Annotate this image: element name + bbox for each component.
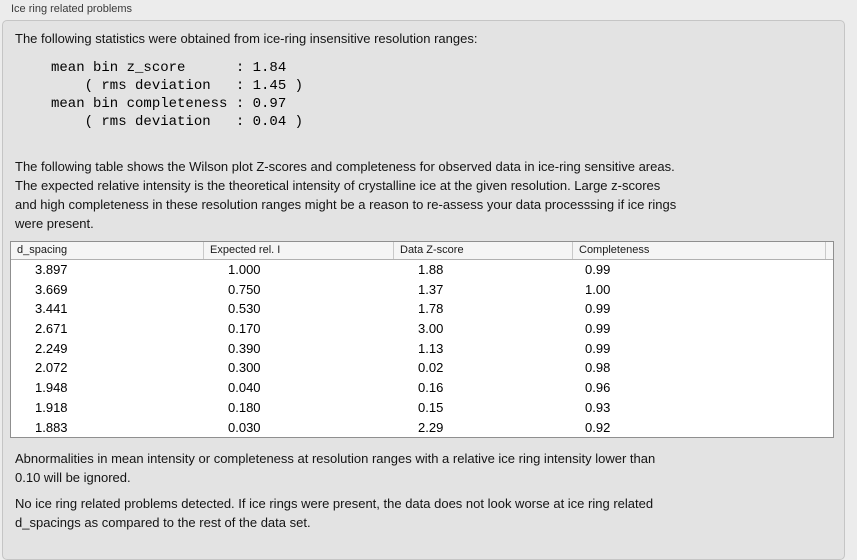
table-cell: 0.96 bbox=[585, 380, 611, 396]
conclusion-line: d_spacings as compared to the rest of th… bbox=[15, 515, 311, 530]
table-cell: 1.00 bbox=[585, 281, 611, 297]
table-cell: 0.99 bbox=[585, 262, 611, 277]
conclusion-line: No ice ring related problems detected. I… bbox=[15, 496, 654, 511]
table-cell: 2.29 bbox=[418, 419, 444, 435]
stats-line: mean bin completeness : 0.97 bbox=[51, 96, 287, 112]
table-cell: 0.530 bbox=[228, 301, 261, 317]
table-cell: 0.030 bbox=[228, 419, 261, 435]
table-cell: 1.78 bbox=[418, 301, 444, 317]
stats-intro-text: The following statistics were obtained f… bbox=[15, 31, 478, 46]
table-cell: 0.750 bbox=[228, 281, 261, 297]
table-cell: 0.15 bbox=[418, 399, 444, 415]
table-row[interactable]: 3.441 0.530 1.78 0.99 bbox=[11, 299, 833, 320]
ice-ring-groupbox: The following statistics were obtained f… bbox=[2, 20, 845, 560]
column-header-expected-rel-i[interactable]: Expected rel. I bbox=[204, 242, 394, 259]
table-cell: 3.897 bbox=[35, 262, 68, 277]
table-cell: 1.918 bbox=[35, 399, 68, 415]
column-header-filler bbox=[826, 242, 833, 259]
table-cell: 3.441 bbox=[35, 301, 68, 317]
table-row[interactable]: 2.249 0.390 1.13 0.99 bbox=[11, 338, 833, 359]
table-cell: 1.37 bbox=[418, 281, 444, 297]
table-row[interactable]: 3.897 1.000 1.88 0.99 bbox=[11, 260, 833, 280]
table-row[interactable]: 2.072 0.300 0.02 0.98 bbox=[11, 358, 833, 379]
table-cell: 0.300 bbox=[228, 360, 261, 376]
table-cell: 2.072 bbox=[35, 360, 68, 376]
column-header-data-z-score[interactable]: Data Z-score bbox=[394, 242, 573, 259]
table-cell: 1.88 bbox=[418, 262, 444, 277]
ignore-rule-text: Abnormalities in mean intensity or compl… bbox=[15, 449, 655, 487]
ice-ring-table: d_spacing Expected rel. I Data Z-score C… bbox=[10, 241, 834, 439]
table-cell: 3.669 bbox=[35, 281, 68, 297]
table-row[interactable]: 1.918 0.180 0.15 0.93 bbox=[11, 397, 833, 418]
table-cell: 0.99 bbox=[585, 340, 611, 356]
table-intro-text: The following table shows the Wilson plo… bbox=[15, 157, 676, 233]
table-intro-line: and high completeness in these resolutio… bbox=[15, 197, 677, 212]
table-row[interactable]: 2.671 0.170 3.00 0.99 bbox=[11, 319, 833, 339]
table-intro-line: The expected relative intensity is the t… bbox=[15, 178, 661, 193]
table-row[interactable]: 3.669 0.750 1.37 1.00 bbox=[11, 279, 833, 300]
column-header-d-spacing[interactable]: d_spacing bbox=[11, 242, 204, 259]
table-cell: 0.180 bbox=[228, 399, 261, 415]
stats-line: ( rms deviation : 0.04 ) bbox=[51, 114, 304, 130]
table-cell: 0.16 bbox=[418, 380, 444, 396]
table-cell: 0.92 bbox=[585, 419, 611, 435]
table-row[interactable]: 1.948 0.040 0.16 0.96 bbox=[11, 378, 833, 398]
table-cell: 0.99 bbox=[585, 301, 611, 317]
table-cell: 0.93 bbox=[585, 399, 611, 415]
stats-line: ( rms deviation : 1.45 ) bbox=[51, 78, 304, 94]
table-cell: 0.02 bbox=[418, 360, 444, 376]
table-intro-line: The following table shows the Wilson plo… bbox=[15, 159, 675, 174]
table-cell: 0.99 bbox=[585, 321, 611, 337]
table-cell: 0.170 bbox=[228, 321, 261, 337]
table-header-row: d_spacing Expected rel. I Data Z-score C… bbox=[11, 242, 833, 260]
column-header-completeness[interactable]: Completeness bbox=[573, 242, 826, 259]
table-cell: 3.00 bbox=[418, 321, 444, 337]
ignore-rule-line: Abnormalities in mean intensity or compl… bbox=[15, 451, 656, 466]
table-cell: 1.883 bbox=[35, 419, 68, 435]
conclusion-text: No ice ring related problems detected. I… bbox=[15, 494, 653, 532]
table-intro-line: were present. bbox=[15, 216, 94, 231]
table-cell: 0.040 bbox=[228, 380, 261, 396]
table-cell: 1.000 bbox=[228, 262, 261, 277]
table-cell: 0.98 bbox=[585, 360, 611, 376]
table-row[interactable]: 1.883 0.030 2.29 0.92 bbox=[11, 417, 833, 438]
table-cell: 1.948 bbox=[35, 380, 68, 396]
table-cell: 1.13 bbox=[418, 340, 444, 356]
ignore-rule-line: 0.10 will be ignored. bbox=[15, 470, 131, 485]
table-body: 3.897 1.000 1.88 0.99 3.669 0.750 1.37 1.00 3.44… bbox=[11, 260, 833, 438]
table-cell: 2.249 bbox=[35, 340, 68, 356]
stats-log-block: mean bin z_score : 1.84 ( rms deviation … bbox=[51, 59, 303, 131]
stats-line: mean bin z_score : 1.84 bbox=[51, 60, 287, 76]
table-cell: 0.390 bbox=[228, 340, 261, 356]
table-cell: 2.671 bbox=[35, 321, 68, 337]
panel-title: Ice ring related problems bbox=[11, 3, 133, 15]
